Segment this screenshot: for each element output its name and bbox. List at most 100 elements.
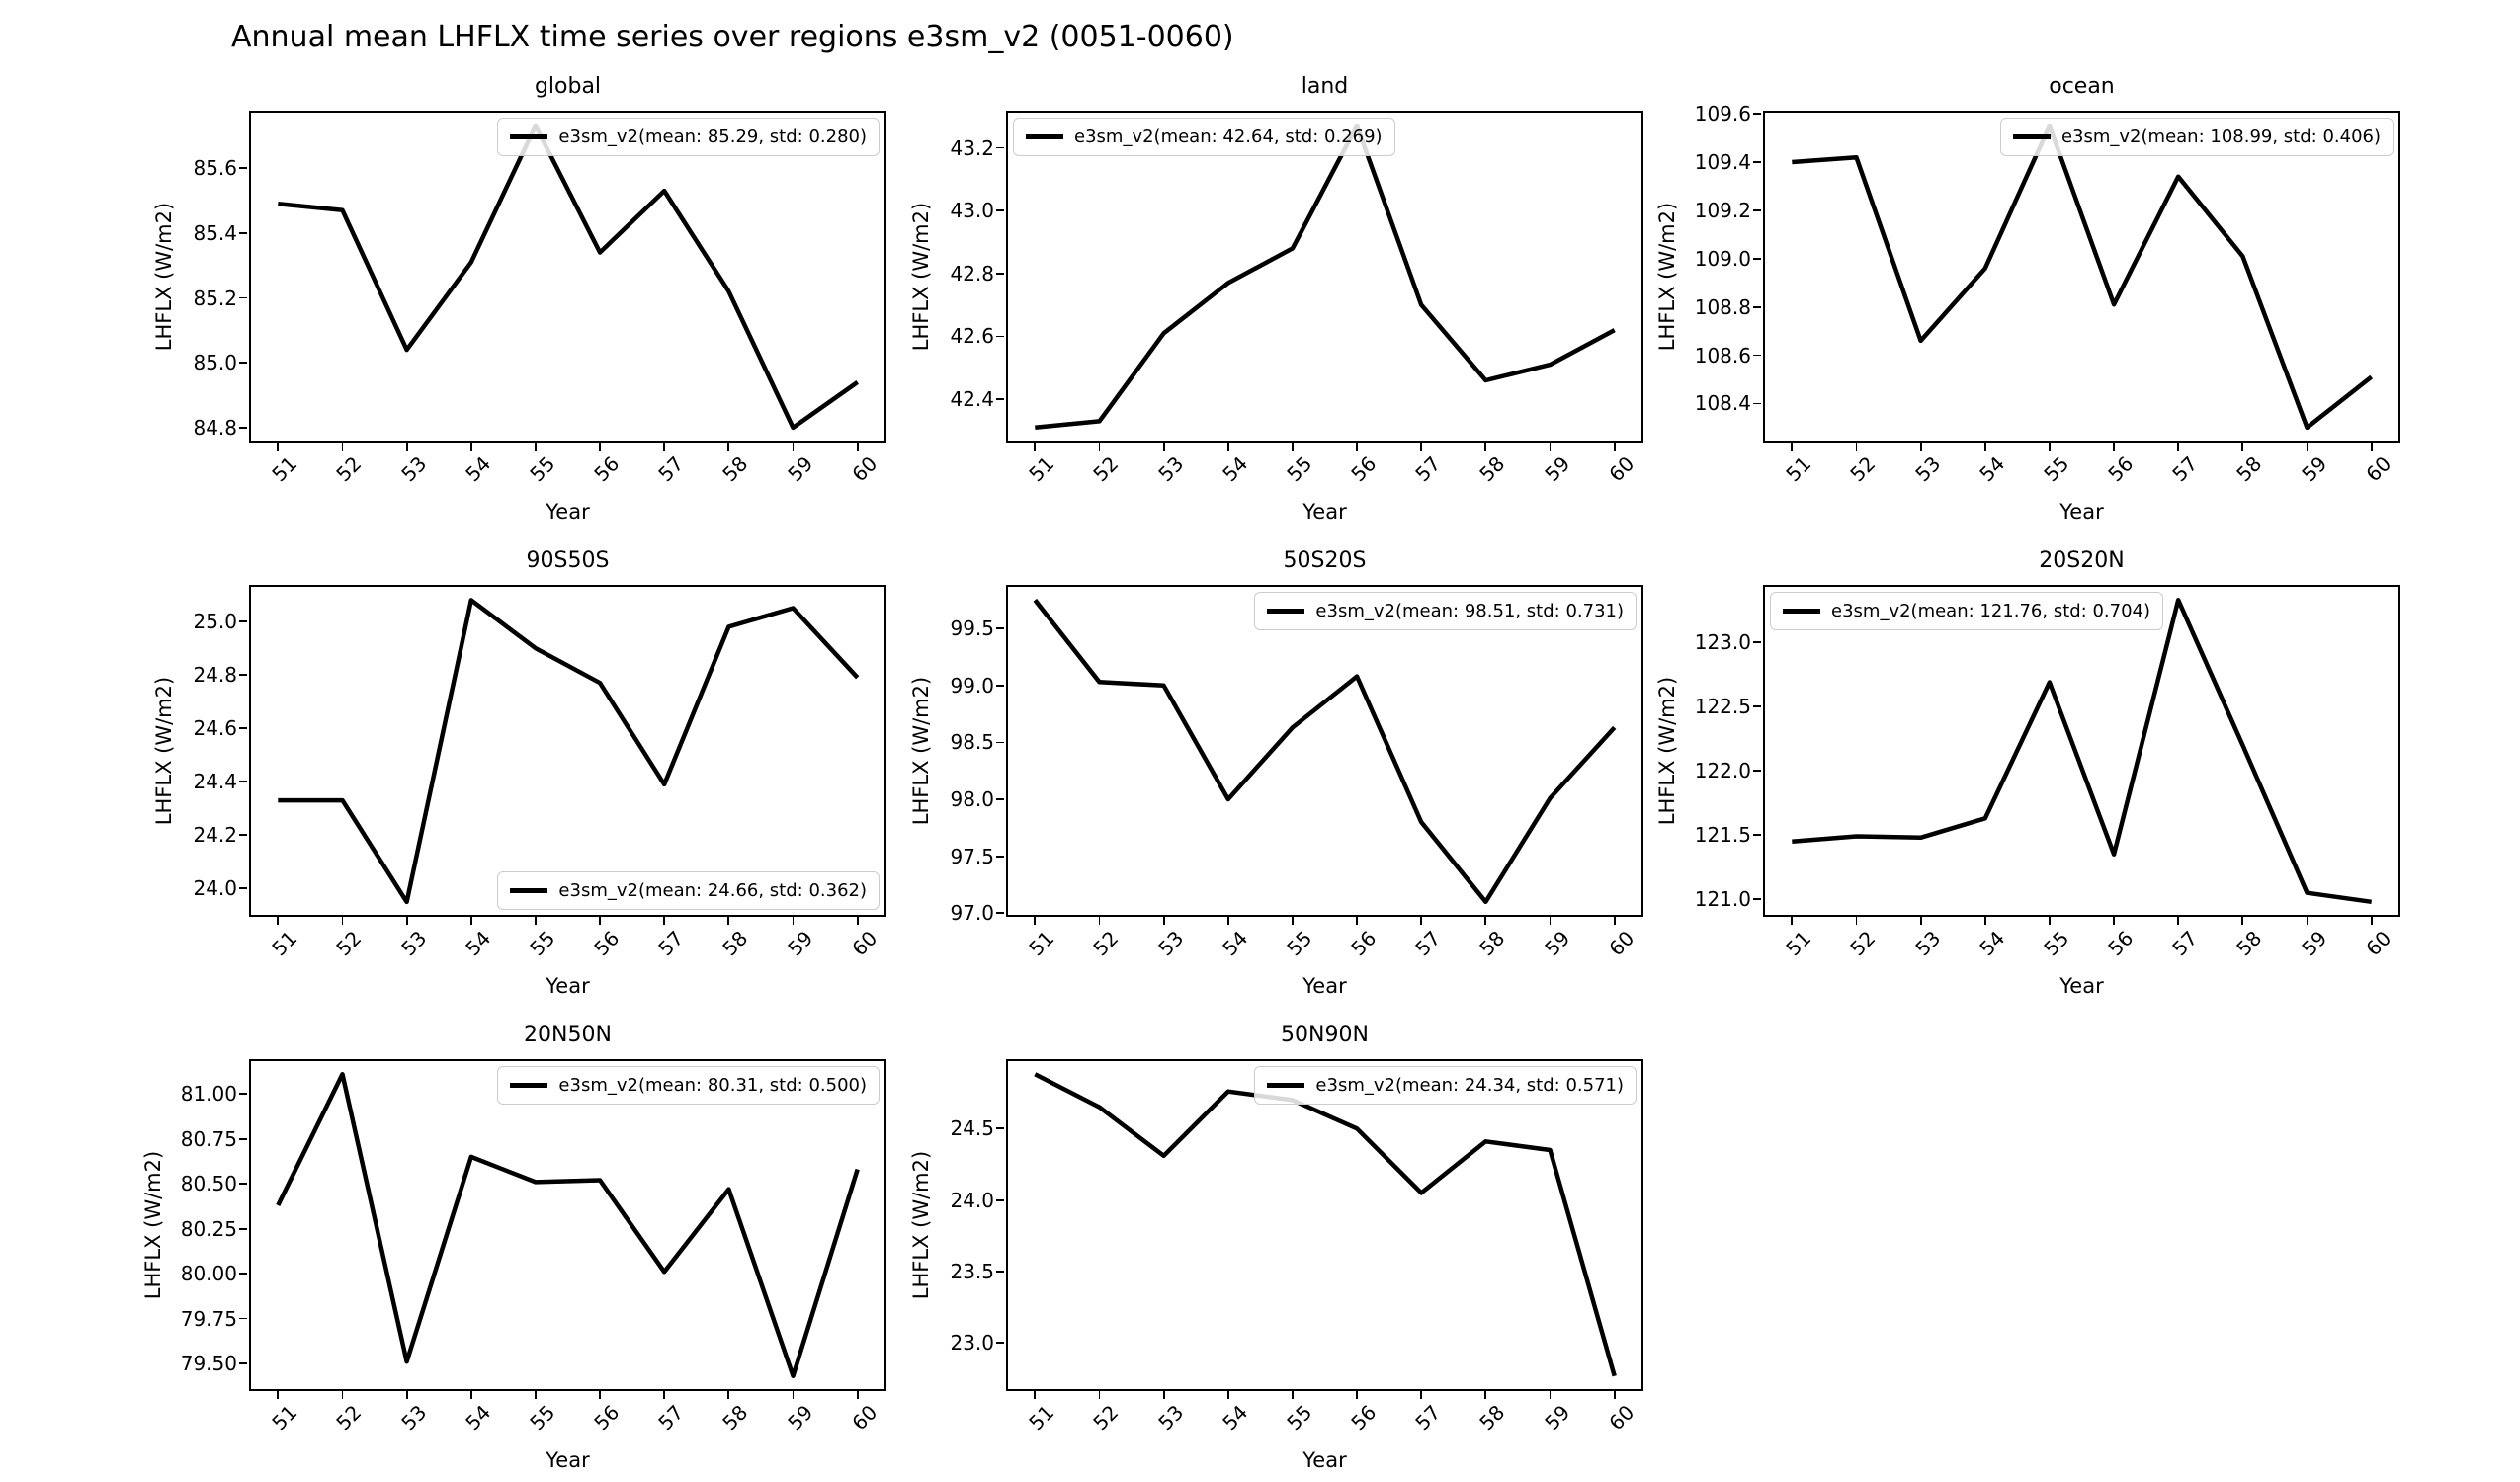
y-tick-label: 24.2 bbox=[193, 823, 237, 848]
legend-label: e3sm_v2(mean: 108.99, std: 0.406) bbox=[2060, 126, 2381, 147]
x-tick bbox=[1983, 917, 1986, 925]
x-tick bbox=[1226, 443, 1229, 451]
legend-line-sample bbox=[1267, 1083, 1305, 1088]
y-tick bbox=[238, 887, 247, 890]
y-tick-label: 24.8 bbox=[193, 663, 237, 688]
y-tick bbox=[238, 1227, 247, 1230]
x-tick bbox=[2241, 917, 2244, 925]
y-tick-label: 109.4 bbox=[1694, 150, 1751, 175]
x-axis-label: Year bbox=[1302, 974, 1347, 998]
x-tick-label: 54 bbox=[1218, 926, 1253, 961]
y-tick-label: 85.6 bbox=[193, 156, 237, 181]
x-tick bbox=[277, 443, 280, 451]
x-tick-label: 60 bbox=[846, 452, 882, 487]
y-tick bbox=[995, 398, 1004, 400]
x-tick bbox=[469, 917, 472, 925]
x-tick-label: 58 bbox=[2231, 926, 2267, 961]
y-axis-label: LHFLX (W/m2) bbox=[909, 202, 933, 352]
y-tick bbox=[238, 1137, 247, 1140]
axes-box bbox=[249, 585, 886, 917]
y-tick bbox=[1752, 113, 1761, 116]
x-tick-label: 53 bbox=[1909, 926, 1945, 961]
legend-line-sample bbox=[1026, 134, 1063, 139]
subplot-50n90n: 50N90N 23.0 23.5 24.0 24.5 51 52 53 54 55 56 57 58 59… bbox=[909, 1023, 1643, 1472]
x-tick-label: 51 bbox=[267, 926, 302, 961]
subplot-title: 90S50S bbox=[526, 548, 610, 573]
y-tick-label: 99.5 bbox=[950, 617, 994, 641]
series-line-e3sm_v2 bbox=[1035, 124, 1616, 430]
x-tick bbox=[856, 1391, 859, 1399]
x-tick bbox=[663, 917, 666, 925]
y-tick bbox=[1752, 898, 1761, 901]
subplot-title: 20S20N bbox=[2039, 548, 2125, 573]
y-tick-label: 80.00 bbox=[180, 1262, 237, 1286]
legend-label: e3sm_v2(mean: 85.29, std: 0.280) bbox=[558, 126, 867, 147]
subplot-ocean: ocean 108.4 108.6 108.8 109.0 109.2 109.4 109.6… bbox=[1655, 74, 2400, 524]
y-axis-label: LHFLX (W/m2) bbox=[152, 676, 176, 826]
y-tick-label: 23.5 bbox=[950, 1260, 994, 1284]
x-tick bbox=[1791, 443, 1794, 451]
x-tick-label: 53 bbox=[395, 452, 431, 487]
y-tick-label: 122.5 bbox=[1694, 695, 1751, 719]
y-tick-label: 121.5 bbox=[1694, 823, 1751, 848]
x-tick-label: 51 bbox=[1024, 1400, 1059, 1436]
y-tick-label: 85.2 bbox=[193, 286, 237, 310]
x-tick bbox=[599, 1391, 601, 1399]
x-tick bbox=[2049, 443, 2051, 451]
x-tick bbox=[405, 443, 408, 451]
x-tick bbox=[1098, 443, 1101, 451]
subplot-20s20n: 20S20N 121.0 121.5 122.0 122.5 123.0 51 52 53 54 5… bbox=[1655, 548, 2400, 998]
y-tick bbox=[995, 146, 1004, 149]
y-tick bbox=[238, 1183, 247, 1186]
x-axis-label: Year bbox=[1302, 500, 1347, 524]
x-tick bbox=[727, 1391, 730, 1399]
x-tick bbox=[535, 917, 537, 925]
y-tick-label: 85.0 bbox=[193, 351, 237, 375]
x-tick-label: 52 bbox=[331, 926, 367, 961]
x-tick bbox=[1356, 917, 1358, 925]
x-tick bbox=[792, 917, 795, 925]
y-tick-label: 80.50 bbox=[180, 1172, 237, 1196]
legend: e3sm_v2(mean: 24.34, std: 0.571) bbox=[1254, 1066, 1637, 1105]
legend: e3sm_v2(mean: 80.31, std: 0.500) bbox=[497, 1066, 880, 1105]
legend: e3sm_v2(mean: 121.76, std: 0.704) bbox=[1770, 592, 2164, 630]
x-tick-label: 52 bbox=[1088, 1400, 1124, 1436]
x-tick-label: 57 bbox=[2167, 452, 2203, 487]
x-tick bbox=[405, 917, 408, 925]
axes-box bbox=[1006, 1059, 1643, 1391]
series-line-e3sm_v2 bbox=[278, 598, 860, 905]
y-tick bbox=[1752, 354, 1761, 357]
x-tick bbox=[1484, 1391, 1487, 1399]
y-tick bbox=[238, 727, 247, 730]
y-tick bbox=[238, 674, 247, 676]
legend-label: e3sm_v2(mean: 42.64, std: 0.269) bbox=[1074, 126, 1383, 147]
plot-area bbox=[1034, 1072, 1617, 1377]
x-tick bbox=[1162, 1391, 1165, 1399]
y-tick-label: 108.6 bbox=[1694, 343, 1751, 368]
plot-area bbox=[1033, 598, 1617, 905]
y-axis-label: LHFLX (W/m2) bbox=[140, 1150, 165, 1300]
y-tick-label: 43.2 bbox=[950, 135, 994, 160]
subplot-land: land 42.4 42.6 42.8 43.0 43.2 51 52 53 54 55 56 57 58… bbox=[909, 74, 1643, 524]
x-tick bbox=[1034, 1391, 1037, 1399]
series-line-e3sm_v2 bbox=[278, 124, 859, 431]
y-tick-label: 25.0 bbox=[193, 610, 237, 634]
y-tick-label: 79.50 bbox=[180, 1352, 237, 1375]
x-tick-label: 54 bbox=[461, 452, 496, 487]
x-tick-label: 59 bbox=[1539, 452, 1574, 487]
legend: e3sm_v2(mean: 98.51, std: 0.731) bbox=[1254, 592, 1637, 630]
x-tick-label: 52 bbox=[331, 452, 367, 487]
x-tick bbox=[1420, 917, 1423, 925]
subplot-global: global 84.8 85.0 85.2 85.4 85.6 51 52 53 54 55 56 57… bbox=[152, 74, 886, 524]
x-tick bbox=[1855, 443, 1858, 451]
y-tick-label: 122.0 bbox=[1694, 759, 1751, 783]
y-tick bbox=[1752, 641, 1761, 644]
y-tick bbox=[1752, 161, 1761, 163]
subplot-title: 50S20S bbox=[1283, 548, 1367, 573]
x-tick bbox=[1162, 917, 1165, 925]
x-tick bbox=[341, 443, 344, 451]
x-tick bbox=[1484, 443, 1487, 451]
x-tick-label: 57 bbox=[1410, 1400, 1446, 1436]
legend: e3sm_v2(mean: 24.66, std: 0.362) bbox=[497, 871, 880, 910]
y-tick bbox=[238, 781, 247, 783]
